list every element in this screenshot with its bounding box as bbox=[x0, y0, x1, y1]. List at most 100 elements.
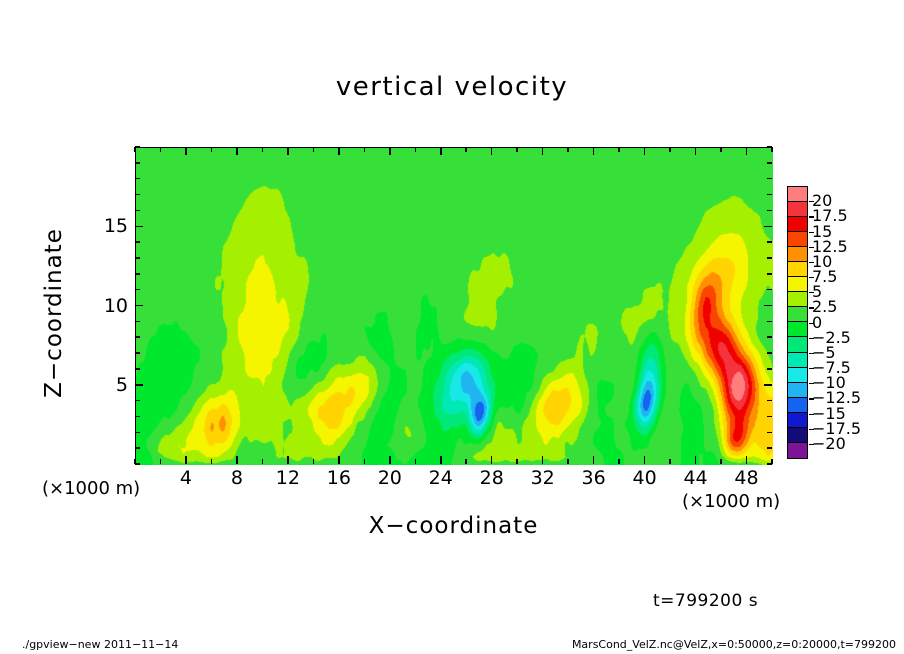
colorbar-tick-9 bbox=[809, 337, 814, 339]
colorbar-tick-8 bbox=[809, 322, 814, 324]
colorbar-tick-5 bbox=[809, 277, 814, 279]
colorbar-tick-11 bbox=[809, 368, 814, 370]
x-tick-top-50 bbox=[771, 147, 773, 152]
colorbar-tick-3 bbox=[809, 246, 814, 248]
colorbar-tick-4 bbox=[809, 261, 814, 264]
y-tick-right-19 bbox=[767, 162, 772, 164]
x-tick-36 bbox=[592, 456, 595, 464]
colorbar-cell-3 bbox=[788, 232, 807, 248]
x-tick-10 bbox=[261, 459, 264, 464]
chart-title: vertical velocity bbox=[335, 72, 569, 102]
y-tick-10 bbox=[135, 304, 143, 307]
colorbar-label-9: −2.5 bbox=[812, 327, 851, 347]
x-tick-top-6 bbox=[210, 147, 213, 152]
footer-source: MarsCond_VelZ.nc@VelZ,x=0:50000,z=0:2000… bbox=[571, 638, 896, 651]
colorbar-labels: 20 17.5 15 12.5 10 7.5 5 2.5 0 −2.5 −5 −7.5 −10 −12.5… bbox=[809, 177, 892, 477]
x-tick-top-42 bbox=[669, 147, 671, 152]
x-tick-top-46 bbox=[720, 147, 722, 152]
colorbar-label-6: 5 bbox=[812, 282, 823, 302]
x-tick-top-26 bbox=[465, 147, 467, 152]
x-tick-label-8: 8 bbox=[230, 467, 243, 489]
x-tick-label-48: 48 bbox=[734, 467, 759, 489]
x-tick-top-40 bbox=[643, 147, 646, 155]
colorbar-cell-2 bbox=[788, 217, 807, 233]
colorbar-cell-11 bbox=[788, 352, 807, 368]
colorbar-cell-12 bbox=[788, 367, 807, 383]
x-tick-22 bbox=[414, 459, 417, 464]
colorbar-tick-16 bbox=[809, 443, 814, 446]
colorbar-cell-0 bbox=[788, 187, 807, 203]
y-tick-7 bbox=[135, 352, 140, 354]
y-tick-right-1 bbox=[767, 447, 772, 449]
x-tick-4 bbox=[185, 456, 187, 464]
colorbar-cell-9 bbox=[788, 322, 807, 338]
x-tick-top-12 bbox=[287, 147, 289, 155]
x-tick-top-32 bbox=[541, 147, 544, 155]
x-tick-8 bbox=[236, 456, 238, 464]
x-tick-50 bbox=[771, 459, 773, 464]
y-tick-right-18 bbox=[767, 177, 772, 180]
x-tick-label-28: 28 bbox=[479, 467, 504, 489]
vertical-velocity-field bbox=[136, 148, 773, 465]
y-axis-title: Z−coordinate bbox=[41, 228, 67, 398]
colorbar-label-11: −7.5 bbox=[812, 358, 851, 377]
y-tick-right-10 bbox=[764, 304, 772, 307]
x-tick-20 bbox=[389, 456, 391, 464]
x-tick-top-24 bbox=[440, 147, 442, 155]
y-tick-right-0 bbox=[767, 463, 772, 465]
y-tick-11 bbox=[135, 288, 140, 291]
x-tick-label-20: 20 bbox=[377, 467, 402, 489]
y-tick-right-9 bbox=[767, 320, 772, 323]
colorbar-cell-10 bbox=[788, 337, 807, 353]
x-tick-24 bbox=[440, 456, 442, 464]
x-tick-top-14 bbox=[312, 147, 315, 152]
y-tick-right-5 bbox=[764, 384, 772, 386]
x-tick-top-48 bbox=[745, 147, 748, 155]
colorbar-tick-1 bbox=[809, 216, 814, 218]
x-tick-38 bbox=[618, 459, 620, 464]
x-tick-12 bbox=[287, 456, 289, 464]
colorbar-label-4: 10 bbox=[812, 251, 833, 271]
y-tick-16 bbox=[135, 209, 140, 212]
x-tick-34 bbox=[567, 459, 569, 464]
y-tick-12 bbox=[135, 273, 140, 275]
colorbar-cell-16 bbox=[788, 427, 807, 443]
x-tick-14 bbox=[312, 459, 315, 464]
y-tick-6 bbox=[135, 368, 140, 370]
x-tick-6 bbox=[210, 459, 213, 464]
colorbar-cell-1 bbox=[788, 202, 807, 218]
x-tick-44 bbox=[694, 456, 697, 464]
y-tick-5 bbox=[135, 384, 143, 386]
y-tick-right-4 bbox=[767, 399, 772, 402]
y-tick-13 bbox=[135, 257, 140, 259]
colorbar-label-14: −15 bbox=[812, 403, 846, 423]
y-tick-right-3 bbox=[767, 415, 772, 418]
colorbar-tick-0 bbox=[809, 201, 814, 203]
y-tick-right-13 bbox=[767, 257, 772, 259]
x-tick-top-38 bbox=[618, 147, 620, 152]
colorbar-tick-10 bbox=[809, 352, 814, 355]
y-tick-label-15: 15 bbox=[103, 215, 128, 238]
x-tick-top-10 bbox=[261, 147, 264, 152]
colorbar-label-16: −20 bbox=[812, 433, 846, 453]
colorbar-label-2: 15 bbox=[812, 221, 833, 241]
plot-area[interactable] bbox=[135, 147, 773, 465]
y-tick-right-20 bbox=[767, 146, 772, 148]
colorbar-label-5: 7.5 bbox=[812, 267, 838, 286]
colorbar-label-13: −12.5 bbox=[812, 388, 862, 408]
y-tick-17 bbox=[135, 193, 140, 196]
y-tick-right-6 bbox=[767, 368, 772, 370]
y-unit-label: (×1000 m) bbox=[42, 478, 141, 499]
colorbar[interactable] bbox=[787, 186, 808, 459]
colorbar-cell-14 bbox=[788, 397, 807, 413]
x-tick-label-4: 4 bbox=[179, 467, 192, 489]
x-tick-0 bbox=[134, 459, 136, 464]
x-tick-label-24: 24 bbox=[428, 467, 453, 489]
y-tick-right-16 bbox=[767, 209, 772, 212]
x-tick-16 bbox=[338, 456, 340, 464]
y-tick-right-17 bbox=[767, 193, 772, 196]
colorbar-label-0: 20 bbox=[812, 191, 833, 211]
y-tick-label-5: 5 bbox=[115, 373, 128, 396]
y-tick-right-8 bbox=[767, 336, 772, 338]
x-tick-32 bbox=[541, 456, 544, 464]
